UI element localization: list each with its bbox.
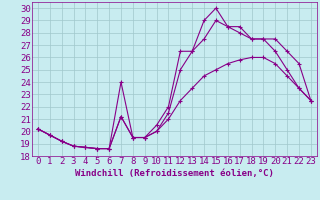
X-axis label: Windchill (Refroidissement éolien,°C): Windchill (Refroidissement éolien,°C)	[75, 169, 274, 178]
